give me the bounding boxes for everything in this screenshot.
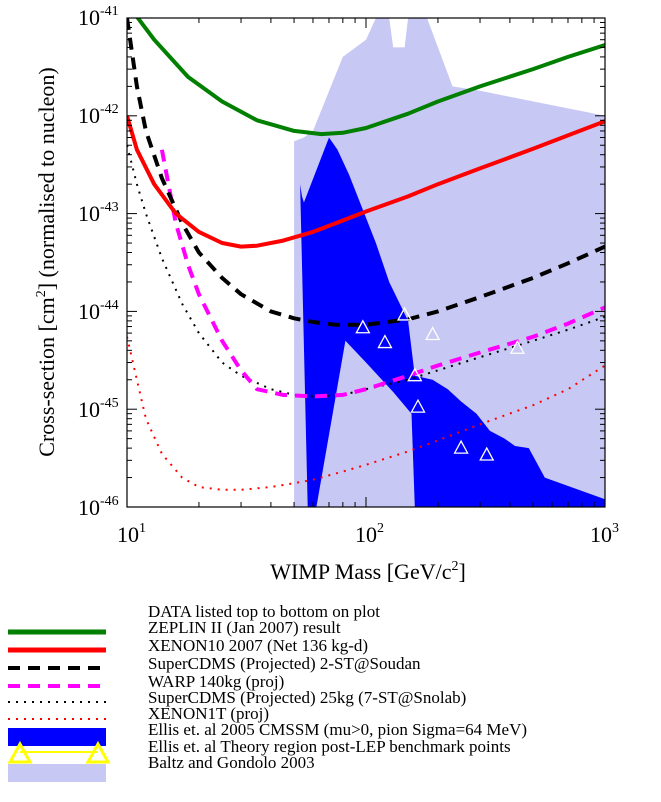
- benchmark-point: [425, 326, 441, 341]
- benchmark-point: [355, 319, 371, 334]
- axes-layer: [126, 17, 606, 508]
- series-line-xenon1t-proj: [127, 336, 605, 491]
- triangle-icon: [7, 740, 33, 764]
- y-tick-label: 10-43: [78, 200, 119, 226]
- x-axis-label: WIMP Mass [GeV/c2]: [270, 559, 466, 584]
- benchmark-point: [396, 306, 413, 321]
- plot-area: [127, 18, 605, 507]
- y-axis-label: Cross-section [cm2] (normalised to nucle…: [34, 67, 59, 456]
- y-tick-label: 10-44: [78, 298, 119, 324]
- benchmark-point: [509, 339, 525, 354]
- benchmark-point: [479, 446, 495, 461]
- y-tick-label: 10-41: [78, 4, 119, 30]
- region-baltz-and-gondolo-2003: [294, 18, 605, 507]
- legend-label: XENON1T (proj): [148, 704, 269, 723]
- legend-label: WARP 140kg (proj): [148, 672, 284, 691]
- benchmark-point: [407, 367, 423, 382]
- y-tick-label: 10-46: [78, 494, 119, 520]
- legend: DATA listed top to bottom on plot ZEPLIN…: [7, 602, 527, 782]
- y-tick-label: 10-42: [78, 102, 119, 128]
- regions-layer: [294, 18, 605, 507]
- legend-label: ZEPLIN II (Jan 2007) result: [148, 618, 341, 637]
- x-tick-label: 101: [117, 521, 146, 547]
- lines-layer: [127, 18, 605, 491]
- legend-label: SuperCDMS (Projected) 25kg (7-ST@Snolab): [148, 688, 466, 707]
- legend-label: XENON10 2007 (Net 136 kg-d): [148, 636, 368, 655]
- series-line-xenon10-2007-net-136-kg-d: [127, 115, 605, 249]
- x-tick-label: 103: [590, 521, 619, 547]
- legend-header: DATA listed top to bottom on plot: [148, 602, 380, 621]
- legend-label: SuperCDMS (Projected) 2-ST@Soudan: [148, 654, 421, 673]
- legend-swatch-cmssm: [8, 728, 106, 746]
- legend-swatch-baltz: [8, 764, 106, 782]
- points-layer: [355, 306, 525, 461]
- series-line-warp-140kg-proj: [159, 149, 605, 399]
- y-tick-label: 10-45: [78, 396, 119, 422]
- legend-label: Ellis et. al Theory region post-LEP benc…: [148, 737, 511, 756]
- series-line-zeplin-ii-jan-2007-result: [135, 18, 605, 137]
- series-line-supercdms-projected-2-st-soudan: [127, 18, 605, 327]
- x-tick-label: 102: [355, 521, 384, 547]
- benchmark-point: [377, 334, 393, 349]
- region-ellis-et-al-2005-cmssm-mu-0-pion-sigma-6: [300, 137, 605, 507]
- benchmark-point: [453, 439, 469, 454]
- legend-label: Ellis et. al 2005 CMSSM (mu>0, pion Sigm…: [148, 720, 527, 739]
- legend-label: Baltz and Gondolo 2003: [148, 753, 315, 772]
- benchmark-point: [410, 398, 426, 413]
- triangle-icon: [85, 740, 111, 764]
